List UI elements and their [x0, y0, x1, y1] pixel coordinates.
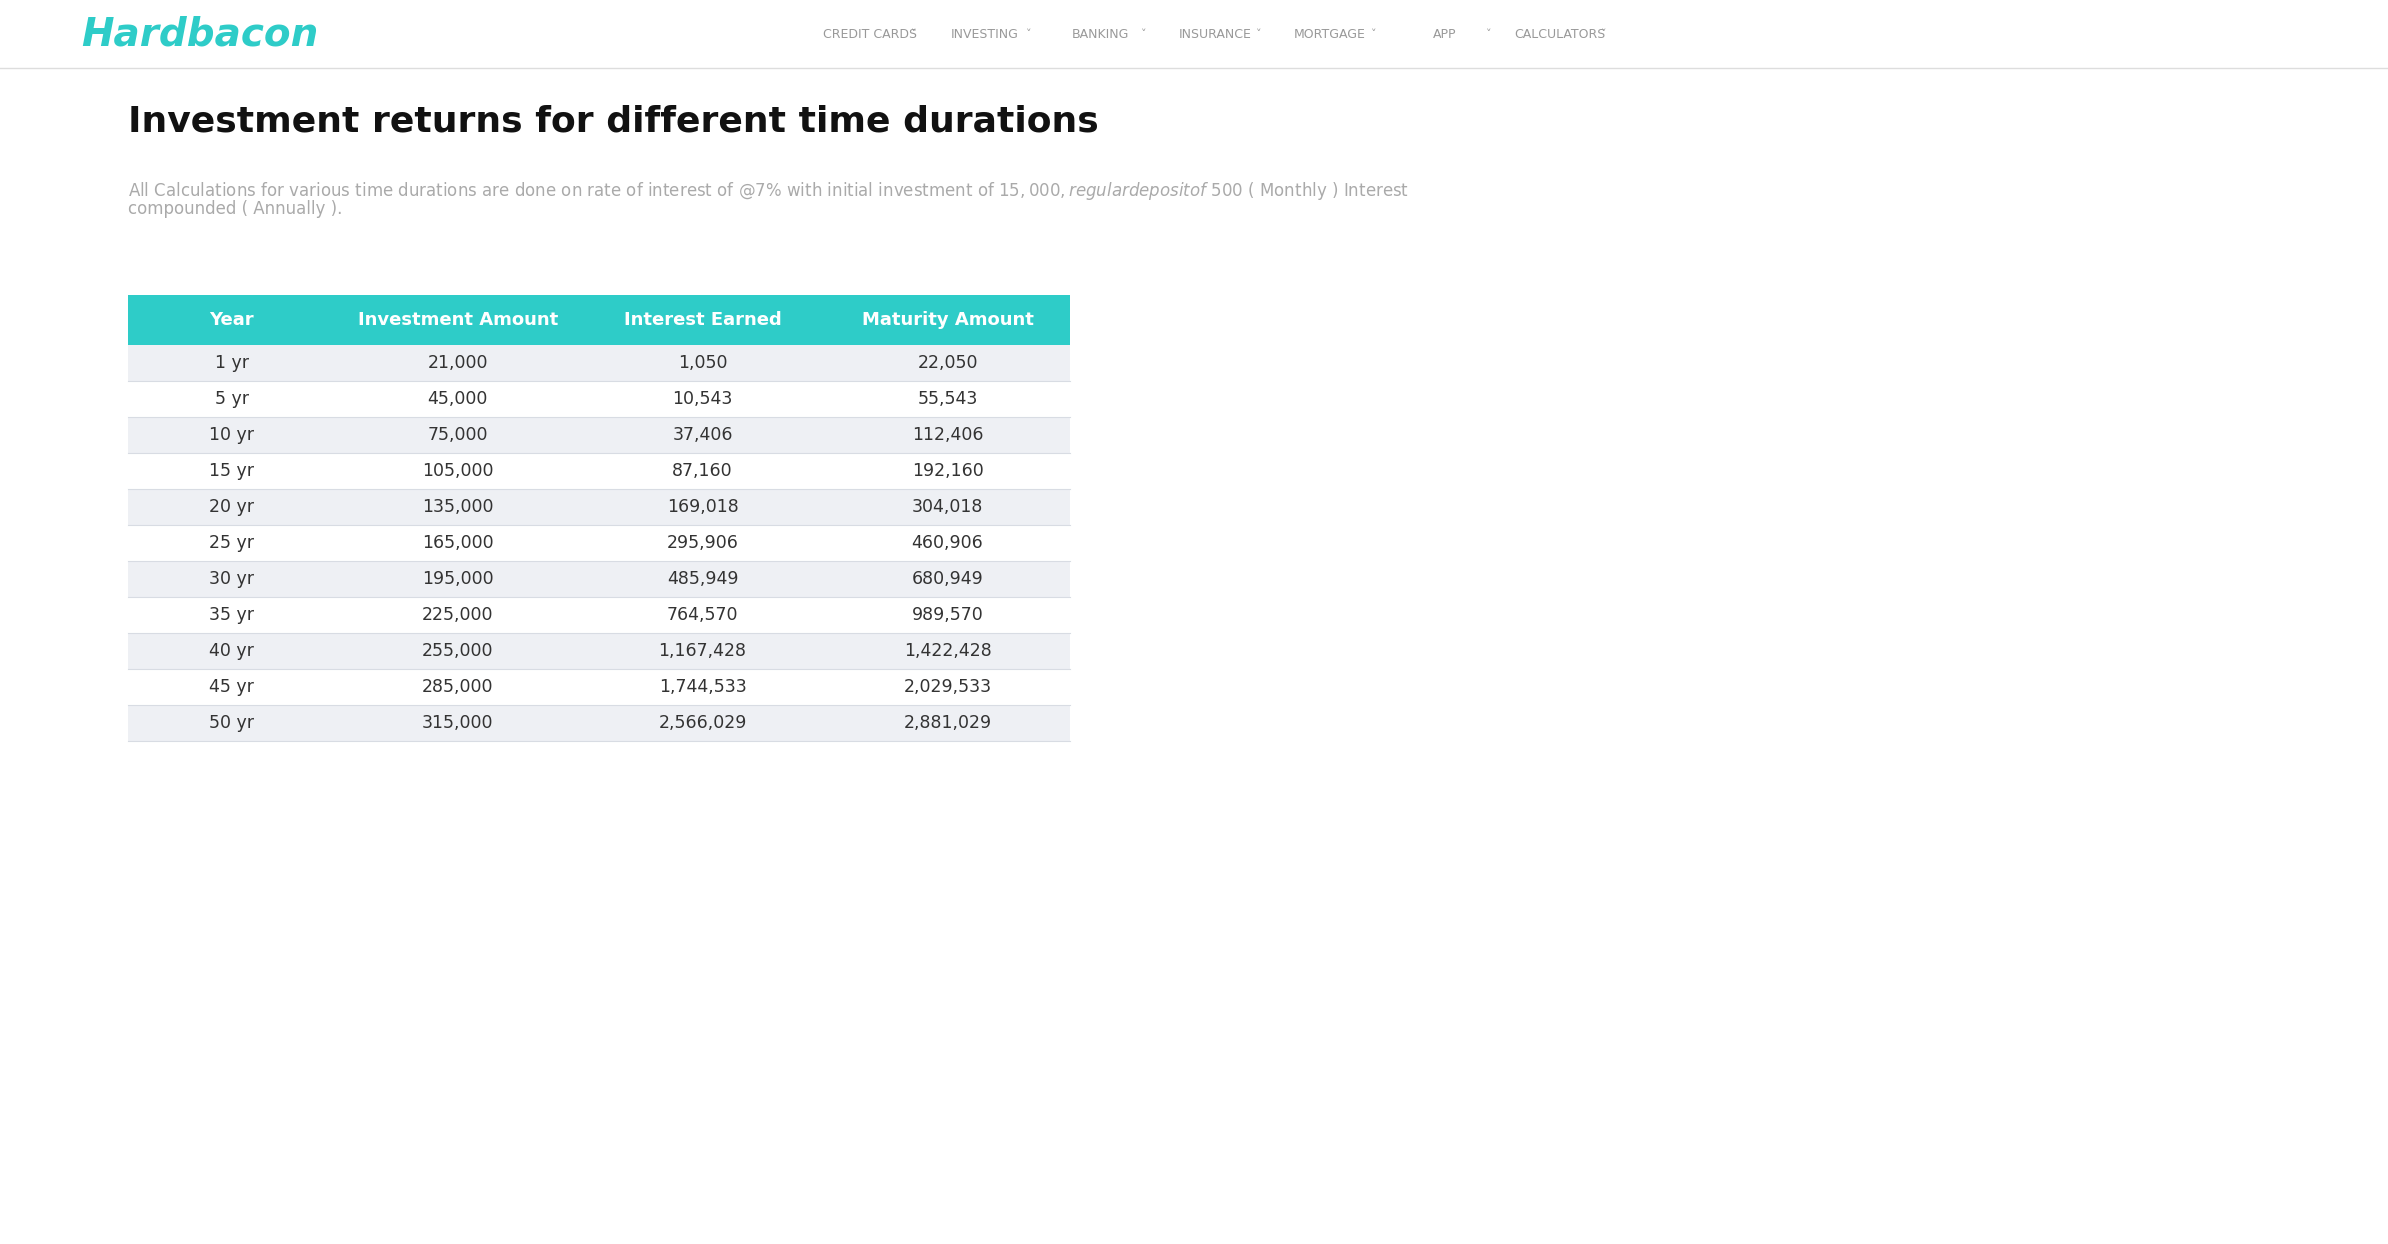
Text: BANKING: BANKING	[1072, 27, 1130, 41]
Text: ˅: ˅	[1371, 29, 1378, 39]
Text: APP: APP	[1433, 27, 1457, 41]
FancyBboxPatch shape	[0, 0, 2388, 68]
Text: 295,906: 295,906	[666, 534, 738, 552]
Text: 2,881,029: 2,881,029	[903, 714, 991, 731]
Text: INSURANCE: INSURANCE	[1180, 27, 1251, 41]
Text: 192,160: 192,160	[912, 462, 984, 480]
Text: MORTGAGE: MORTGAGE	[1294, 27, 1366, 41]
Text: 255,000: 255,000	[423, 642, 494, 661]
Text: CREDIT CARDS: CREDIT CARDS	[824, 27, 917, 41]
Text: ˅: ˅	[1485, 29, 1492, 39]
Text: Maturity Amount: Maturity Amount	[862, 311, 1034, 328]
Text: CALCULATORS: CALCULATORS	[1514, 27, 1605, 41]
Text: 75,000: 75,000	[427, 425, 487, 444]
Text: 35 yr: 35 yr	[210, 606, 253, 624]
Text: 40 yr: 40 yr	[210, 642, 253, 661]
FancyBboxPatch shape	[129, 597, 1070, 633]
Text: Interest Earned: Interest Earned	[623, 311, 781, 328]
Text: 55,543: 55,543	[917, 391, 977, 408]
Text: 15 yr: 15 yr	[210, 462, 253, 480]
Text: 10 yr: 10 yr	[210, 425, 253, 444]
FancyBboxPatch shape	[129, 345, 1070, 381]
Text: 1 yr: 1 yr	[215, 355, 248, 372]
Text: 2,566,029: 2,566,029	[659, 714, 747, 731]
Text: 764,570: 764,570	[666, 606, 738, 624]
Text: 10,543: 10,543	[673, 391, 733, 408]
Text: 1,422,428: 1,422,428	[903, 642, 991, 661]
Text: ˅: ˅	[1141, 29, 1146, 39]
Text: 135,000: 135,000	[423, 498, 494, 516]
Text: 1,050: 1,050	[678, 355, 728, 372]
FancyBboxPatch shape	[129, 669, 1070, 705]
Text: 485,949: 485,949	[666, 570, 738, 588]
Text: compounded ( Annually ).: compounded ( Annually ).	[129, 200, 341, 218]
Text: 87,160: 87,160	[673, 462, 733, 480]
FancyBboxPatch shape	[129, 525, 1070, 561]
Text: 22,050: 22,050	[917, 355, 977, 372]
FancyBboxPatch shape	[129, 381, 1070, 417]
Text: Hardbacon: Hardbacon	[81, 15, 318, 53]
Text: ˅: ˅	[1027, 29, 1032, 39]
Text: 315,000: 315,000	[423, 714, 494, 731]
FancyBboxPatch shape	[129, 295, 1070, 345]
Text: ˅: ˅	[1256, 29, 1261, 39]
Text: ˅: ˅	[1602, 29, 1607, 39]
Text: 169,018: 169,018	[666, 498, 738, 516]
Text: 21,000: 21,000	[427, 355, 487, 372]
FancyBboxPatch shape	[129, 561, 1070, 597]
Text: 30 yr: 30 yr	[210, 570, 253, 588]
Text: 165,000: 165,000	[423, 534, 494, 552]
Text: 25 yr: 25 yr	[210, 534, 253, 552]
Text: 45 yr: 45 yr	[210, 678, 253, 695]
FancyBboxPatch shape	[129, 489, 1070, 525]
Text: 225,000: 225,000	[423, 606, 494, 624]
FancyBboxPatch shape	[129, 633, 1070, 669]
Text: 50 yr: 50 yr	[210, 714, 253, 731]
Text: Investment returns for different time durations: Investment returns for different time du…	[129, 104, 1098, 139]
FancyBboxPatch shape	[129, 453, 1070, 489]
Text: 285,000: 285,000	[423, 678, 494, 695]
Text: 2,029,533: 2,029,533	[903, 678, 991, 695]
FancyBboxPatch shape	[129, 705, 1070, 741]
Text: ˅: ˅	[912, 29, 917, 39]
Text: 680,949: 680,949	[912, 570, 984, 588]
Text: Year: Year	[210, 311, 253, 328]
Text: 1,744,533: 1,744,533	[659, 678, 747, 695]
Text: 1,167,428: 1,167,428	[659, 642, 747, 661]
Text: 37,406: 37,406	[673, 425, 733, 444]
Text: 989,570: 989,570	[912, 606, 984, 624]
Text: 112,406: 112,406	[912, 425, 984, 444]
Text: 20 yr: 20 yr	[210, 498, 253, 516]
Text: All Calculations for various time durations are done on rate of interest of @7% : All Calculations for various time durati…	[129, 180, 1409, 202]
Text: 460,906: 460,906	[912, 534, 984, 552]
Text: 304,018: 304,018	[912, 498, 984, 516]
Text: INVESTING: INVESTING	[950, 27, 1020, 41]
FancyBboxPatch shape	[129, 417, 1070, 453]
Text: 5 yr: 5 yr	[215, 391, 248, 408]
Text: 195,000: 195,000	[423, 570, 494, 588]
Text: 45,000: 45,000	[427, 391, 487, 408]
Text: Investment Amount: Investment Amount	[358, 311, 559, 328]
Text: 105,000: 105,000	[423, 462, 494, 480]
